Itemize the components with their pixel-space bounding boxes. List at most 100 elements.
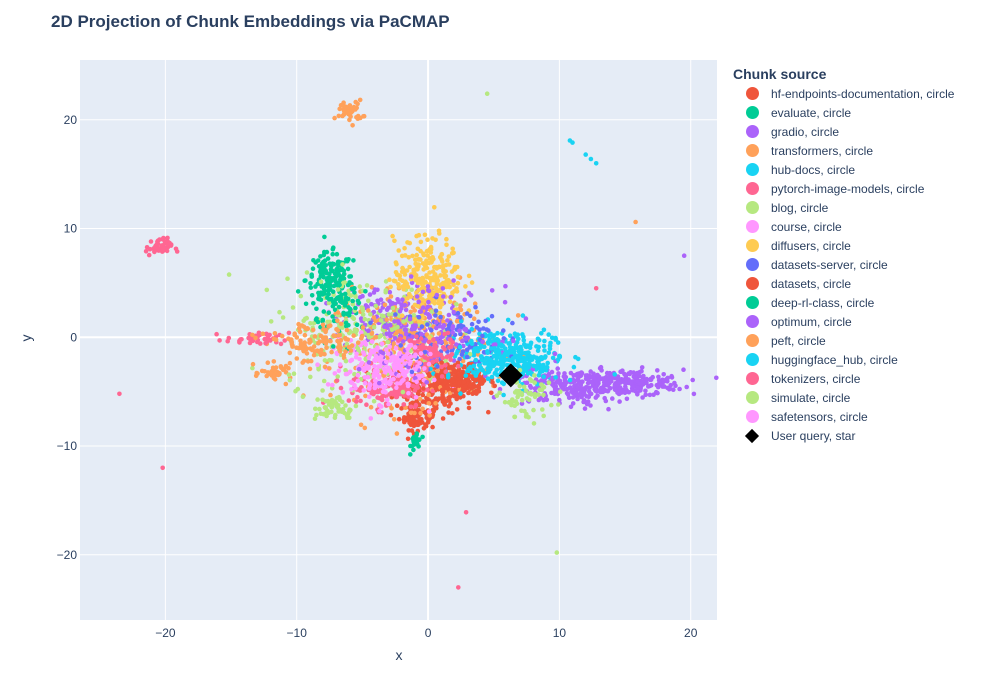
data-point bbox=[528, 390, 533, 396]
data-point bbox=[387, 369, 393, 374]
data-point bbox=[420, 434, 425, 440]
data-point bbox=[385, 351, 391, 356]
data-point bbox=[342, 280, 348, 285]
legend-item[interactable]: evaluate, circle bbox=[733, 103, 995, 122]
x-tick-label: −10 bbox=[287, 626, 308, 640]
data-point bbox=[522, 362, 528, 367]
circle-marker-icon bbox=[733, 315, 771, 328]
data-point bbox=[214, 331, 219, 337]
data-point bbox=[489, 390, 494, 396]
data-point bbox=[465, 335, 471, 341]
data-point bbox=[585, 399, 591, 405]
data-point bbox=[373, 334, 379, 340]
axes: −20 −10 0 10 20 −20 −10 0 10 20 bbox=[57, 113, 698, 640]
data-point bbox=[450, 388, 456, 393]
legend-item[interactable]: User query, star bbox=[733, 426, 995, 445]
data-point bbox=[363, 393, 368, 399]
data-point bbox=[371, 398, 377, 404]
data-point bbox=[173, 246, 179, 252]
legend-item[interactable]: datasets-server, circle bbox=[733, 255, 995, 274]
data-point bbox=[570, 401, 576, 406]
legend-item[interactable]: datasets, circle bbox=[733, 274, 995, 293]
data-point bbox=[474, 325, 480, 330]
data-point bbox=[440, 259, 445, 264]
data-point bbox=[335, 259, 341, 265]
data-point bbox=[372, 371, 377, 377]
data-point bbox=[345, 337, 351, 342]
legend-label: safetensors, circle bbox=[771, 409, 868, 424]
legend-item[interactable]: optimum, circle bbox=[733, 312, 995, 331]
data-point bbox=[527, 361, 532, 367]
data-point bbox=[462, 383, 468, 389]
data-point bbox=[413, 257, 418, 263]
data-point bbox=[584, 385, 590, 390]
data-point bbox=[661, 372, 666, 377]
data-point bbox=[322, 351, 327, 357]
legend-item[interactable]: huggingface_hub, circle bbox=[733, 350, 995, 369]
data-point bbox=[466, 290, 472, 296]
legend-item[interactable]: blog, circle bbox=[733, 198, 995, 217]
legend-item[interactable]: transformers, circle bbox=[733, 141, 995, 160]
data-point bbox=[575, 371, 580, 377]
data-point bbox=[438, 314, 443, 320]
data-point bbox=[312, 334, 318, 339]
legend-item[interactable]: pytorch-image-models, circle bbox=[733, 179, 995, 198]
legend-item[interactable]: peft, circle bbox=[733, 331, 995, 350]
data-point bbox=[423, 337, 428, 343]
data-point bbox=[287, 360, 293, 366]
data-point bbox=[330, 251, 336, 257]
legend-item[interactable]: deep-rl-class, circle bbox=[733, 293, 995, 312]
data-point bbox=[366, 298, 371, 304]
data-point bbox=[419, 324, 425, 329]
data-point bbox=[430, 275, 435, 281]
data-point bbox=[446, 254, 452, 259]
legend-item[interactable]: safetensors, circle bbox=[733, 407, 995, 426]
circle-marker-icon bbox=[733, 201, 771, 214]
data-point bbox=[451, 309, 457, 315]
data-point bbox=[318, 274, 324, 279]
data-point bbox=[344, 327, 350, 333]
data-point bbox=[469, 321, 475, 327]
data-point bbox=[579, 371, 585, 376]
query-point[interactable] bbox=[498, 363, 523, 388]
data-point bbox=[459, 352, 465, 357]
data-point bbox=[570, 140, 575, 145]
data-point bbox=[443, 362, 448, 368]
data-point bbox=[262, 369, 267, 374]
legend-item[interactable]: hf-endpoints-documentation, circle bbox=[733, 84, 995, 103]
data-point bbox=[439, 252, 444, 257]
data-point bbox=[325, 319, 330, 325]
data-point bbox=[458, 391, 463, 396]
data-point bbox=[402, 253, 408, 258]
data-point bbox=[420, 392, 426, 398]
data-point bbox=[460, 338, 465, 344]
data-point bbox=[583, 152, 588, 157]
data-point bbox=[394, 272, 400, 277]
data-point bbox=[330, 289, 336, 295]
data-point bbox=[430, 236, 435, 241]
data-point bbox=[647, 392, 653, 398]
data-point bbox=[326, 297, 332, 302]
legend-item[interactable]: tokenizers, circle bbox=[733, 369, 995, 388]
data-point bbox=[484, 91, 490, 96]
data-point bbox=[337, 341, 342, 346]
data-point bbox=[421, 267, 427, 272]
data-point bbox=[324, 270, 330, 276]
legend-item[interactable]: gradio, circle bbox=[733, 122, 995, 141]
data-point bbox=[528, 342, 533, 347]
data-point bbox=[360, 312, 366, 317]
legend-item[interactable]: diffusers, circle bbox=[733, 236, 995, 255]
y-tick-label: 20 bbox=[64, 113, 78, 127]
data-point bbox=[343, 300, 349, 306]
data-point bbox=[342, 291, 348, 297]
data-point bbox=[315, 348, 320, 354]
data-point bbox=[593, 286, 599, 291]
data-point bbox=[623, 380, 628, 385]
data-point bbox=[426, 339, 432, 345]
legend-item[interactable]: hub-docs, circle bbox=[733, 160, 995, 179]
data-point bbox=[447, 299, 453, 305]
legend-item[interactable]: course, circle bbox=[733, 217, 995, 236]
data-point bbox=[272, 367, 277, 373]
legend-item[interactable]: simulate, circle bbox=[733, 388, 995, 407]
